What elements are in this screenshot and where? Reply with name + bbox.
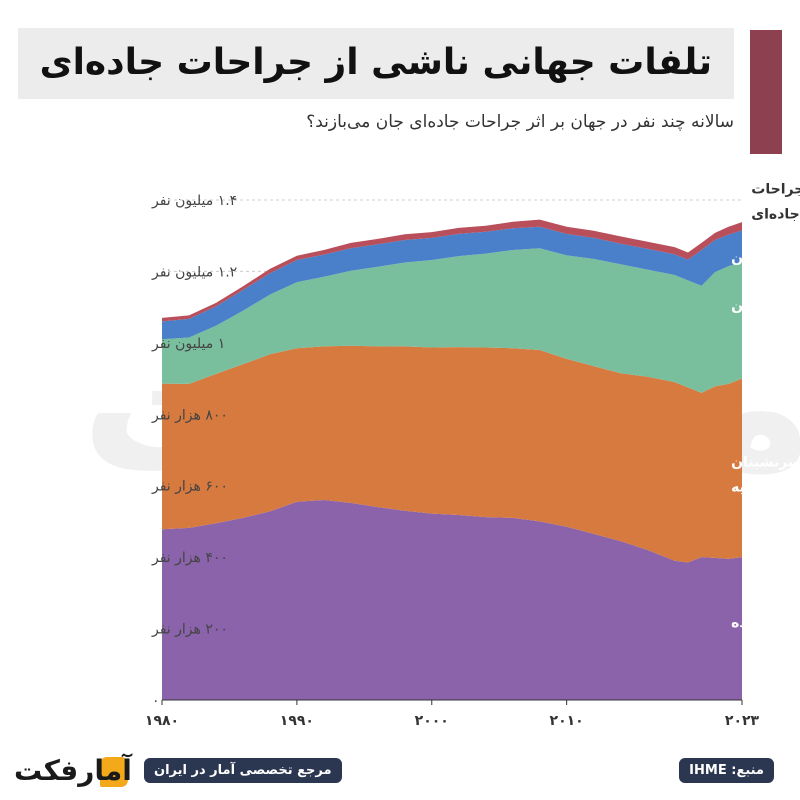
x-tick-label: ۱۹۹۰ xyxy=(280,713,314,729)
series-label: موتورسواران xyxy=(731,299,800,315)
brand-logo: آمارفکت xyxy=(14,754,132,787)
y-tick-label: ۱.۴ میلیون نفر xyxy=(151,193,237,209)
x-tick-label: ۲۰۰۰ xyxy=(415,713,449,729)
area-1 xyxy=(162,345,742,563)
y-tick-label: ۴۰۰ هزار نفر xyxy=(151,550,228,566)
series-label: وسایل نقلیه xyxy=(731,480,800,496)
tagline-badge: مرجع تخصصی آمار در ایران xyxy=(144,758,342,783)
series-label: دوچرخه‌سواران xyxy=(731,251,800,267)
area-2 xyxy=(162,248,742,393)
y-tick-labels: ۰ ۲۰۰ هزار نفر ۴۰۰ هزار نفر ۶۰۰ هزار نفر ۸۰۰… xyxy=(151,193,237,709)
x-tick-label: ۲۰۱۰ xyxy=(550,713,584,729)
y-tick-label: ۰ xyxy=(152,693,160,709)
axes xyxy=(161,699,743,705)
area-series xyxy=(162,219,742,700)
series-label: جاده‌ای xyxy=(751,206,799,222)
series-label: سایر جراحات xyxy=(751,181,800,197)
logo-icon xyxy=(100,757,128,787)
series-labels: عابران پیاده رانندگان و سرنشینان وسایل نقل… xyxy=(731,181,800,630)
y-tick-label: ۱ میلیون نفر xyxy=(151,336,225,352)
area-0 xyxy=(162,500,742,700)
page-title: تلفات جهانی ناشی از جراحات جاده‌ای xyxy=(17,28,734,99)
y-tick-label: ۶۰۰ هزار نفر xyxy=(151,479,228,495)
y-tick-label: ۲۰۰ هزار نفر xyxy=(151,622,228,638)
x-tick-labels: ۱۹۸۰ ۱۹۹۰ ۲۰۰۰ ۲۰۱۰ ۲۰۲۳ xyxy=(145,713,760,729)
x-tick-label: ۲۰۲۳ xyxy=(725,713,760,729)
page-subtitle: سالانه چند نفر در جهان بر اثر جراحات جاد… xyxy=(306,112,734,132)
series-label: رانندگان و سرنشینان xyxy=(731,454,800,471)
y-tick-label: ۱.۲ میلیون نفر xyxy=(151,264,237,280)
area-3 xyxy=(162,226,742,340)
series-label: عابران پیاده xyxy=(731,615,800,631)
title-block: تلفات جهانی ناشی از جراحات جاده‌ای xyxy=(17,28,734,99)
x-tick-label: ۱۹۸۰ xyxy=(145,713,179,729)
title-accent-bar xyxy=(750,30,782,154)
y-tick-label: ۸۰۰ هزار نفر xyxy=(151,407,228,423)
source-badge: منبع: IHME xyxy=(679,758,774,783)
